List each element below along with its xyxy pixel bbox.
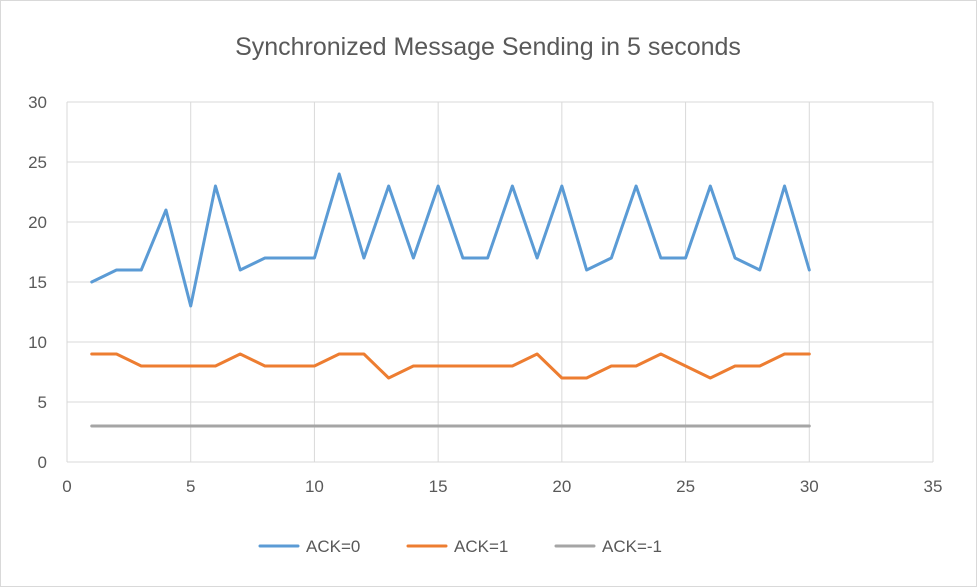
y-tick-label: 15 (28, 273, 47, 292)
series-line-1 (90, 172, 811, 308)
legend: ACK=0 ACK=1 ACK=-1 (258, 537, 662, 556)
legend-label-3: ACK=-1 (602, 537, 662, 556)
x-tick-label: 0 (62, 477, 71, 496)
axes: 0 5 10 15 20 25 30 35 0 5 10 15 20 25 30 (28, 93, 942, 496)
legend-label-2: ACK=1 (454, 537, 508, 556)
x-tick-label: 30 (800, 477, 819, 496)
x-tick-label: 20 (552, 477, 571, 496)
y-tick-label: 25 (28, 153, 47, 172)
x-tick-label: 25 (676, 477, 695, 496)
y-tick-label: 20 (28, 213, 47, 232)
chart-title: Synchronized Message Sending in 5 second… (235, 33, 741, 61)
x-tick-label: 5 (186, 477, 195, 496)
series-lines (90, 172, 811, 428)
series-line-2 (90, 352, 811, 380)
x-tick-label: 35 (924, 477, 943, 496)
y-tick-label: 5 (38, 393, 47, 412)
y-tick-label: 0 (38, 453, 47, 472)
x-tick-label: 15 (429, 477, 448, 496)
x-tick-label: 10 (305, 477, 324, 496)
legend-label-1: ACK=0 (306, 537, 360, 556)
y-tick-label: 10 (28, 333, 47, 352)
y-tick-label: 30 (28, 93, 47, 112)
